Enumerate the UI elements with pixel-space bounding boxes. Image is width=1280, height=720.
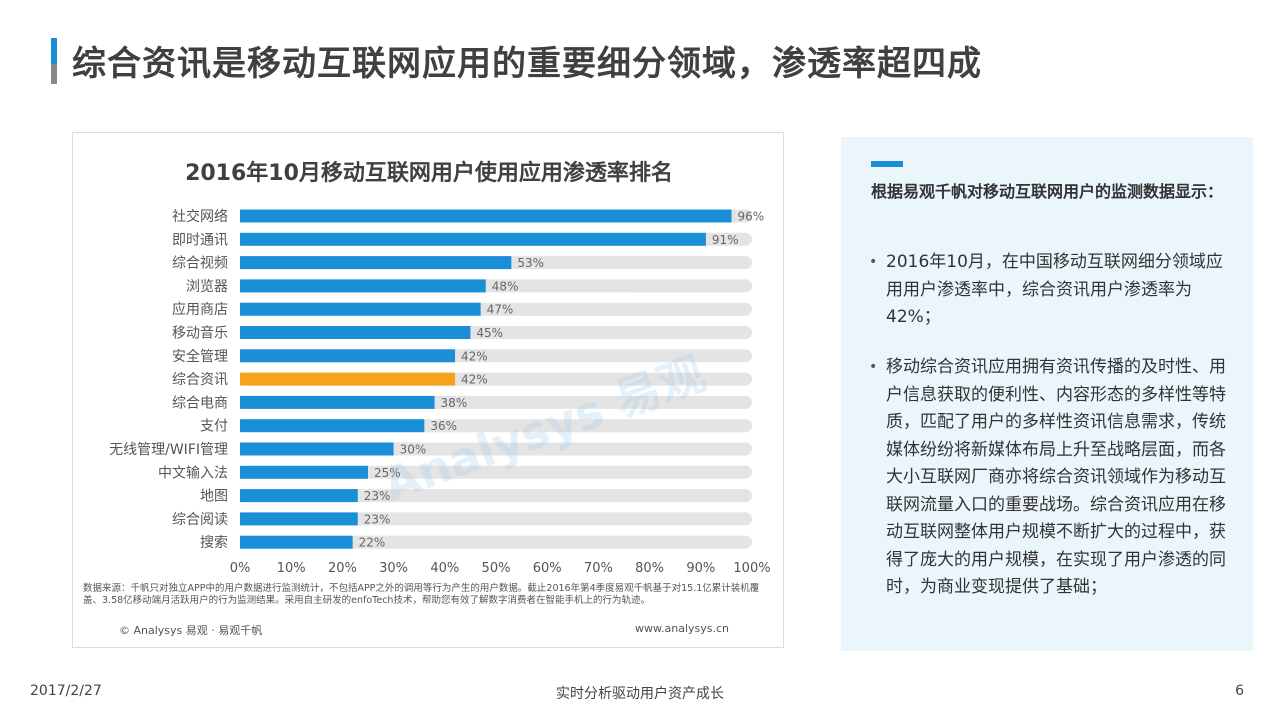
footer-slogan: 实时分析驱动用户资产成长 — [556, 686, 724, 702]
bullet-text: 2016年10月，在中国移动互联网细分领域应用用户渗透率中，综合资讯用户渗透率为… — [886, 252, 1223, 327]
category-label: 应用商店 — [172, 301, 228, 318]
bar-track — [240, 535, 752, 549]
bar — [240, 279, 486, 293]
bar — [240, 489, 358, 503]
data-label: 38% — [441, 396, 468, 410]
data-label: 47% — [487, 303, 514, 317]
page-number: 6 — [1235, 683, 1244, 699]
bar — [240, 395, 435, 409]
chart-title: 2016年10月移动互联网用户使用应用渗透率排名 — [185, 161, 673, 186]
bar — [240, 302, 481, 316]
data-label: 23% — [364, 512, 391, 526]
bar — [240, 232, 706, 246]
bar-track — [240, 489, 752, 503]
category-label: 社交网络 — [172, 208, 228, 225]
data-label: 48% — [492, 279, 519, 293]
chart-panel: 社交网络 96% 即时通讯 91% 综合视频 53% 浏览器 48% 应用商店 47% 移动音乐 45… — [72, 132, 784, 648]
data-label: 36% — [430, 419, 457, 433]
data-label: 22% — [359, 536, 386, 550]
category-label: 地图 — [200, 489, 228, 505]
copyright-text: © Analysys 易观 · 易观千帆 — [119, 624, 263, 637]
bullet-dot: • — [869, 359, 878, 375]
x-tick-label: 70% — [584, 561, 613, 576]
bar — [240, 535, 353, 549]
side-bullet: • 2016年10月，在中国移动互联网细分领域应用用户渗透率中，综合资讯用户渗透… — [869, 249, 1239, 332]
data-label: 23% — [364, 489, 391, 503]
title-accent-bar — [51, 38, 57, 64]
category-label: 安全管理 — [172, 348, 228, 365]
side-accent-bar — [871, 161, 903, 167]
category-label: 综合电商 — [172, 395, 228, 411]
bar — [240, 256, 512, 270]
x-tick-label: 40% — [430, 561, 459, 576]
category-label: 搜索 — [200, 534, 228, 551]
bar-highlight — [240, 372, 456, 386]
category-label: 综合阅读 — [172, 511, 228, 528]
data-label: 96% — [738, 210, 765, 224]
bar — [240, 326, 471, 339]
bar — [240, 419, 425, 433]
x-tick-label: 90% — [686, 561, 715, 576]
title-accent-bar-gray — [51, 64, 57, 84]
bar-track — [240, 512, 752, 526]
data-label: 30% — [400, 443, 427, 457]
x-tick-label: 20% — [328, 561, 357, 576]
x-tick-label: 10% — [277, 561, 306, 576]
data-label: 42% — [461, 373, 488, 387]
bullet-dot: • — [869, 254, 878, 270]
x-tick-label: 0% — [230, 561, 251, 576]
data-label: 53% — [517, 256, 544, 270]
category-label: 综合视频 — [172, 256, 228, 272]
category-label: 中文输入法 — [158, 465, 228, 481]
x-tick-label: 30% — [379, 561, 408, 576]
side-bullet: • 移动综合资讯应用拥有资讯传播的及时性、用户信息获取的便利性、内容形态的多样性… — [869, 354, 1239, 602]
bullet-text: 移动综合资讯应用拥有资讯传播的及时性、用户信息获取的便利性、内容形态的多样性等特… — [886, 357, 1226, 597]
data-label: 42% — [461, 349, 488, 363]
category-label: 无线管理/WIFI管理 — [109, 442, 228, 458]
category-label: 即时通讯 — [172, 232, 228, 248]
bar-chart: 社交网络 96% 即时通讯 91% 综合视频 53% 浏览器 48% 应用商店 47% 移动音乐 45… — [109, 208, 770, 576]
page-title: 综合资讯是移动互联网应用的重要细分领域，渗透率超四成 — [72, 44, 982, 84]
x-tick-label: 80% — [635, 561, 664, 576]
bar — [240, 209, 732, 223]
x-tick-label: 100% — [733, 561, 770, 576]
data-label: 91% — [712, 233, 739, 247]
source-note: 数据来源：千帆只对独立APP中的用户数据进行监测统计，不包括APP之外的调用等行… — [83, 583, 760, 606]
category-label: 综合资讯 — [172, 372, 228, 388]
footer-date: 2017/2/27 — [30, 683, 102, 699]
x-tick-label: 60% — [533, 561, 562, 576]
category-label: 浏览器 — [186, 279, 228, 295]
bar — [240, 442, 394, 456]
bar — [240, 512, 358, 526]
data-label: 25% — [374, 466, 401, 480]
x-tick-label: 50% — [482, 561, 511, 576]
side-panel: 根据易观千帆对移动互联网用户的监测数据显示： • 2016年10月，在中国移动互… — [841, 137, 1253, 651]
category-label: 支付 — [200, 419, 228, 435]
data-label: 45% — [476, 326, 503, 340]
bar — [240, 349, 456, 363]
bar — [240, 465, 368, 479]
website-link[interactable]: www.analysys.cn — [635, 622, 729, 635]
side-heading: 根据易观千帆对移动互联网用户的监测数据显示： — [871, 182, 1224, 201]
category-label: 移动音乐 — [172, 325, 228, 342]
